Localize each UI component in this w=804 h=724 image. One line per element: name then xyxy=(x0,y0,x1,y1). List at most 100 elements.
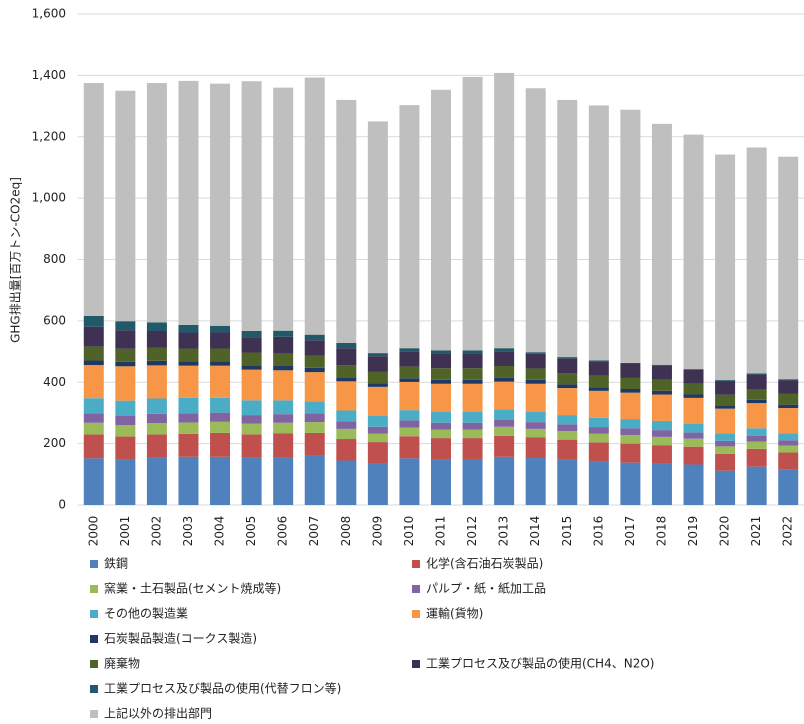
bar-segment xyxy=(525,352,546,354)
bar-segment xyxy=(431,459,451,505)
x-tick-label: 2019 xyxy=(686,516,700,547)
x-tick-label: 2003 xyxy=(181,516,195,547)
bar-segment xyxy=(431,89,451,351)
bar-segment xyxy=(367,463,388,505)
bar-segment xyxy=(273,87,294,331)
bar-segment xyxy=(399,351,420,367)
bar-segment xyxy=(241,352,262,366)
bar-segment xyxy=(210,397,231,413)
bar-segment xyxy=(367,383,388,387)
bar-segment xyxy=(525,458,546,505)
bar-segment xyxy=(273,370,294,401)
bar-segment xyxy=(336,381,357,411)
bar-segment xyxy=(683,423,704,433)
bar-segment xyxy=(146,413,167,424)
bar-segment xyxy=(651,445,672,464)
bar-segment xyxy=(146,83,167,323)
bar-segment xyxy=(273,353,294,366)
x-tick-label: 2022 xyxy=(781,516,795,547)
bar-segment xyxy=(715,380,736,382)
bar-segment xyxy=(146,457,167,505)
bar-segment xyxy=(494,377,515,382)
bar-segment xyxy=(304,422,325,433)
bar-segment xyxy=(494,419,515,427)
bar-segment xyxy=(399,420,420,428)
bar-segment xyxy=(336,421,357,429)
bar-segment xyxy=(115,459,136,505)
bar-segment xyxy=(778,404,799,409)
bar-segment xyxy=(210,348,231,362)
bar-segment xyxy=(494,426,515,436)
bar-segment xyxy=(336,99,357,343)
bar-segment xyxy=(399,378,420,382)
y-tick-label: 800 xyxy=(43,252,66,266)
bar-segment xyxy=(683,383,704,395)
bar-segment xyxy=(304,372,325,402)
bar-segment xyxy=(241,423,262,435)
bar-segment xyxy=(336,460,357,505)
bar-segment xyxy=(746,428,767,436)
x-tick-label: 2008 xyxy=(339,516,353,547)
bar-segment xyxy=(115,361,136,367)
bar-segment xyxy=(494,409,515,420)
bar-segment xyxy=(210,83,231,326)
bar-segment xyxy=(431,353,451,369)
y-tick-label: 400 xyxy=(43,375,66,389)
x-tick-label: 2013 xyxy=(497,516,511,547)
bar-segment xyxy=(525,437,546,459)
bar-segment xyxy=(778,379,799,381)
bar-segment xyxy=(715,405,736,409)
bar-segment xyxy=(367,353,388,357)
bar-segment xyxy=(146,347,167,361)
bar-segment xyxy=(178,332,199,349)
bar-segment xyxy=(620,109,641,363)
bar-segment xyxy=(651,463,672,505)
bar-segment xyxy=(620,389,641,393)
bar-segment xyxy=(588,427,609,434)
legend-label: 鉄鋼 xyxy=(104,556,128,571)
x-tick-label: 2016 xyxy=(591,516,605,547)
bar-segment xyxy=(462,412,483,423)
bar-segment xyxy=(778,408,799,434)
bar-segment xyxy=(367,426,388,434)
x-tick-label: 2017 xyxy=(623,516,637,547)
bar-segment xyxy=(399,381,420,411)
bar-segment xyxy=(83,315,104,327)
bar-segment xyxy=(651,379,672,391)
legend-swatch xyxy=(90,710,98,718)
bar-segment xyxy=(462,379,483,384)
bar-segment xyxy=(557,388,578,416)
bar-segment xyxy=(431,412,451,423)
bar-segment xyxy=(557,384,578,389)
bar-segment xyxy=(146,322,167,332)
bar-segment xyxy=(715,433,736,441)
bar-segment xyxy=(83,360,104,366)
bar-segment xyxy=(683,446,704,465)
bar-segment xyxy=(462,383,483,413)
bar-segment xyxy=(651,365,672,380)
x-tick-label: 2009 xyxy=(370,516,384,547)
bar-segment xyxy=(210,412,231,422)
bar-segment xyxy=(115,400,136,417)
bar-segment xyxy=(746,399,767,404)
bar-segment xyxy=(304,455,325,505)
x-tick-label: 2007 xyxy=(307,516,321,547)
bar-segment xyxy=(462,422,483,430)
legend-swatch xyxy=(412,660,420,668)
bar-segment xyxy=(588,375,609,388)
bar-segment xyxy=(557,431,578,440)
bar-segment xyxy=(683,397,704,424)
bar-segment xyxy=(715,154,736,381)
bar-segment xyxy=(620,392,641,420)
bar-segment xyxy=(588,387,609,391)
bar-segment xyxy=(241,365,262,370)
bar-segment xyxy=(304,432,325,456)
legend-label: 窯業・土石製品(セメント焼成等) xyxy=(104,581,281,596)
bar-segment xyxy=(241,81,262,332)
bar-segment xyxy=(588,442,609,462)
bar-segment xyxy=(620,362,641,364)
bar-segment xyxy=(146,398,167,414)
bar-segment xyxy=(651,123,672,365)
bar-segment xyxy=(683,134,704,370)
bar-segment xyxy=(431,438,451,460)
